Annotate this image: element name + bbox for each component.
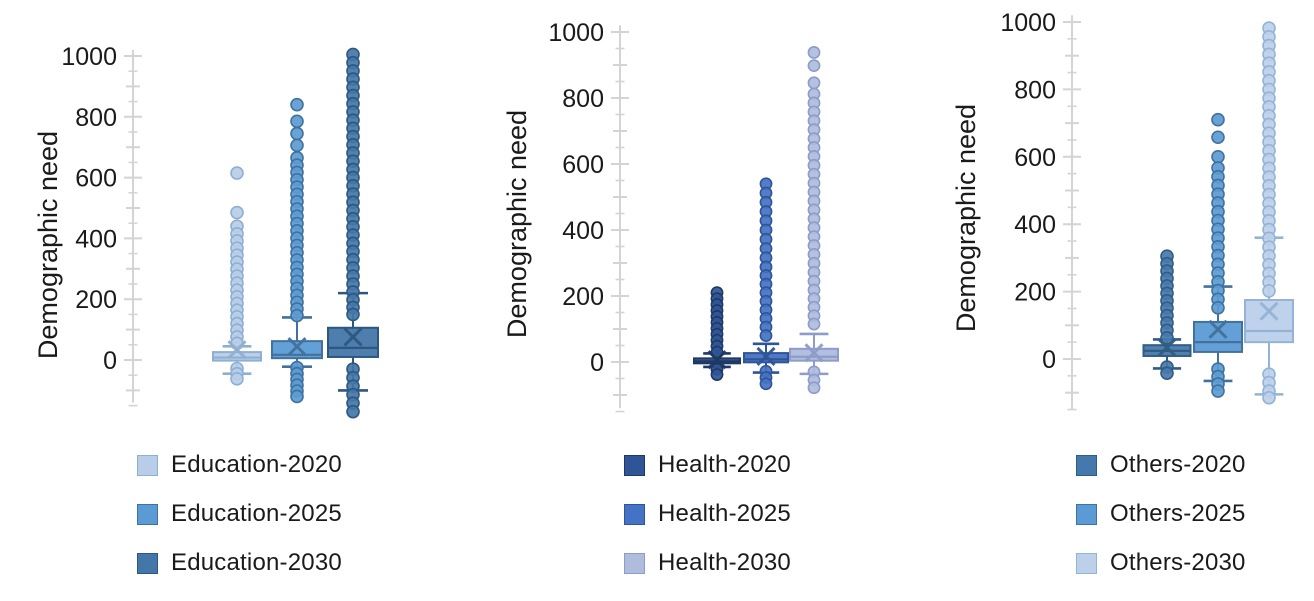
outlier-dot bbox=[290, 97, 304, 112]
outlier-dot bbox=[290, 138, 304, 153]
legend-label: Health-2020 bbox=[658, 451, 791, 478]
outlier-dot bbox=[230, 372, 244, 386]
y-tick-label: 200 bbox=[562, 283, 604, 311]
legend-item-health-2020: Health-2020 bbox=[624, 451, 791, 478]
legend-item-others-2030: Others-2030 bbox=[1076, 549, 1246, 576]
mean-marker-health-2025 bbox=[756, 346, 776, 366]
chart-panel-health: 0 200 400 600 800 1000 Demographic need bbox=[502, 19, 839, 413]
legend-swatch-others-2030 bbox=[1076, 552, 1097, 574]
outlier-dot bbox=[1211, 112, 1225, 127]
outlier-dot bbox=[1160, 366, 1174, 380]
legend-item-health-2030: Health-2030 bbox=[624, 549, 791, 576]
box-education-2020 bbox=[212, 351, 262, 362]
legend-swatch-others-2020 bbox=[1076, 454, 1097, 476]
outlier-dot bbox=[807, 46, 821, 59]
outlier-dot bbox=[346, 404, 360, 419]
legend-label: Education-2030 bbox=[171, 549, 342, 576]
outlier-dot bbox=[710, 368, 724, 381]
mean-marker-others-2025 bbox=[1208, 319, 1228, 339]
outlier-dot bbox=[1160, 330, 1174, 345]
legend-others: Others-2020 Others-2025 Others-2030 bbox=[1076, 451, 1246, 601]
boxplot-canvas: 0 200 400 600 800 1000 Demographic need 0 200 400… bbox=[33, 9, 1294, 419]
legend-label: Health-2025 bbox=[658, 500, 791, 527]
y-tick-label: 0 bbox=[1042, 346, 1056, 374]
legend-swatch-others-2025 bbox=[1076, 503, 1097, 525]
outlier-dot bbox=[230, 166, 244, 180]
legend-item-others-2025: Others-2025 bbox=[1076, 500, 1246, 527]
y-tick-label: 800 bbox=[75, 104, 117, 132]
legend-label: Education-2025 bbox=[171, 500, 342, 527]
y-tick-label: 1000 bbox=[1000, 9, 1056, 37]
y-tick-label: 200 bbox=[1014, 279, 1056, 307]
box-others-2025 bbox=[1193, 320, 1243, 353]
legend-label: Health-2030 bbox=[658, 549, 791, 576]
y-tick-label: 800 bbox=[1014, 76, 1056, 104]
y-tick-label: 800 bbox=[562, 85, 604, 113]
y-tick-label: 600 bbox=[75, 165, 117, 193]
y-tick-label: 600 bbox=[1014, 144, 1056, 172]
outlier-dot bbox=[807, 76, 821, 90]
legend-item-education-2025: Education-2025 bbox=[137, 500, 342, 527]
outlier-dot bbox=[1262, 390, 1276, 405]
y-tick-label: 200 bbox=[75, 286, 117, 314]
outlier-dot bbox=[230, 205, 244, 220]
outlier-dot bbox=[1211, 150, 1225, 164]
box-others-2030 bbox=[1244, 299, 1294, 344]
mean-marker-education-2025 bbox=[287, 337, 307, 357]
legend-item-education-2020: Education-2020 bbox=[137, 451, 342, 478]
outlier-dot bbox=[759, 377, 773, 391]
outlier-dot bbox=[346, 307, 360, 322]
legend-label: Education-2020 bbox=[171, 451, 342, 478]
outlier-dot bbox=[807, 59, 821, 73]
legend-health: Health-2020 Health-2025 Health-2030 bbox=[624, 451, 791, 601]
mean-marker-others-2030 bbox=[1259, 301, 1279, 321]
outlier-dot bbox=[1262, 284, 1276, 298]
legend-swatch-education-2030 bbox=[137, 552, 158, 574]
legend-item-health-2025: Health-2025 bbox=[624, 500, 791, 527]
outlier-dot bbox=[1211, 384, 1225, 398]
legend-label: Others-2025 bbox=[1110, 500, 1246, 527]
legend-swatch-health-2020 bbox=[624, 454, 645, 476]
mean-marker-others-2020 bbox=[1157, 337, 1177, 358]
outlier-dot bbox=[759, 329, 773, 342]
y-tick-label: 0 bbox=[103, 347, 117, 375]
outlier-dot bbox=[807, 317, 821, 331]
y-tick-label: 400 bbox=[75, 225, 117, 253]
outlier-dot bbox=[290, 308, 304, 323]
legend-item-others-2020: Others-2020 bbox=[1076, 451, 1246, 478]
y-axis-title: Demographic need bbox=[951, 104, 981, 332]
chart-panel-others: 0 200 400 600 800 1000 Demographic need bbox=[951, 9, 1294, 411]
outlier-dot bbox=[290, 126, 304, 141]
y-tick-label: 400 bbox=[1014, 211, 1056, 239]
box-education-2030 bbox=[327, 326, 379, 358]
y-tick-label: 1000 bbox=[548, 19, 604, 47]
legend-education: Education-2020 Education-2025 Education-20… bbox=[137, 451, 342, 601]
legend-label: Others-2030 bbox=[1110, 549, 1246, 576]
y-axis-title: Demographic need bbox=[502, 110, 532, 338]
legend-label: Others-2020 bbox=[1110, 451, 1246, 478]
chart-panel-education: 0 200 400 600 800 1000 Demographic need bbox=[33, 43, 379, 419]
outlier-dot bbox=[807, 381, 821, 395]
mean-marker-health-2020 bbox=[707, 350, 727, 370]
y-axis-title: Demographic need bbox=[33, 131, 63, 359]
mean-marker-education-2020 bbox=[227, 340, 247, 360]
outlier-dot bbox=[1211, 300, 1225, 315]
outlier-dot bbox=[290, 114, 304, 129]
legend-swatch-health-2025 bbox=[624, 503, 645, 525]
legend-swatch-health-2030 bbox=[624, 552, 645, 574]
outlier-dot bbox=[290, 389, 304, 404]
y-tick-label: 400 bbox=[562, 217, 604, 245]
legend-swatch-education-2025 bbox=[137, 503, 158, 525]
y-tick-label: 1000 bbox=[61, 43, 117, 71]
y-tick-label: 0 bbox=[590, 349, 604, 377]
outlier-dot bbox=[1211, 130, 1225, 145]
mean-marker-health-2030 bbox=[804, 343, 824, 363]
legend-item-education-2030: Education-2030 bbox=[137, 549, 342, 576]
legend-swatch-education-2020 bbox=[137, 454, 158, 476]
mean-marker-education-2030 bbox=[343, 327, 363, 347]
y-tick-label: 600 bbox=[562, 151, 604, 179]
